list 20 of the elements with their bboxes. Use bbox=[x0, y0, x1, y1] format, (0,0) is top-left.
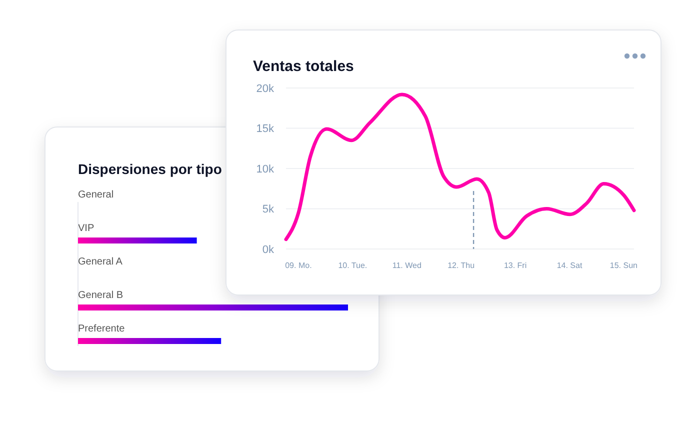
chart-title: Ventas totales bbox=[253, 58, 354, 75]
y-tick-label: General B bbox=[78, 290, 124, 301]
y-tick-label: General bbox=[78, 190, 114, 200]
y-tick-label: 15k bbox=[256, 123, 274, 136]
line-series bbox=[284, 92, 636, 242]
y-tick-label: General A bbox=[78, 256, 123, 268]
y-tick-label: 5k bbox=[262, 204, 274, 216]
chart-title: Dispersiones por tipo bbox=[78, 161, 222, 177]
y-tick-label: 10k bbox=[256, 163, 274, 176]
x-tick-label: 13. Fri bbox=[504, 261, 527, 270]
y-tick-label: Preferente bbox=[78, 324, 126, 334]
y-tick-label: VIP bbox=[78, 223, 94, 234]
x-tick-label: 14. Sat bbox=[556, 261, 583, 270]
x-tick-label: 12. Thu bbox=[448, 261, 475, 270]
x-tick-label: 15. Sun bbox=[610, 261, 638, 270]
x-tick-label: 11. Wed bbox=[392, 261, 422, 270]
x-tick-label: 09. Mo. bbox=[285, 261, 312, 270]
y-tick-label: 20k bbox=[256, 82, 274, 95]
y-tick-label: 0k bbox=[262, 244, 274, 256]
x-tick-label: 10. Tue. bbox=[338, 261, 368, 270]
